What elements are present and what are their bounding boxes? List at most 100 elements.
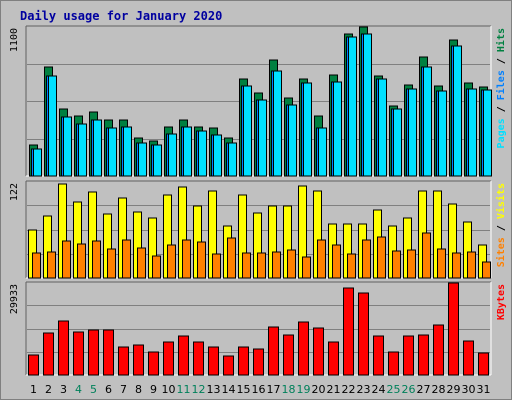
pages-bar (108, 127, 117, 177)
pages-bar (423, 66, 432, 177)
x-tick-label: 11 (177, 383, 191, 396)
pages-bar (393, 108, 402, 177)
sites-bar (422, 232, 431, 279)
kbytes-bar (343, 287, 354, 376)
kbytes-bar (463, 340, 474, 376)
pages-bar (258, 99, 267, 177)
x-tick-label: 19 (297, 383, 311, 396)
pages-bar (63, 116, 72, 177)
kbytes-bar (253, 348, 264, 376)
pages-bar (453, 45, 462, 177)
kbytes-bar (268, 326, 279, 376)
x-tick-label: 18 (282, 383, 296, 396)
sites-bar (347, 253, 356, 279)
kbytes-bar (223, 355, 234, 376)
sites-bar (212, 253, 221, 279)
sites-bar (317, 239, 326, 279)
kbytes-bar (283, 334, 294, 376)
kbytes-bar (208, 346, 219, 376)
pages-bar (123, 126, 132, 177)
kbytes-bar (133, 344, 144, 376)
legend-series-name: Hits (495, 28, 507, 52)
sites-bar (47, 251, 56, 279)
kbytes-bar (118, 346, 129, 376)
sites-bar (257, 252, 266, 279)
kbytes-bar (178, 335, 189, 376)
sites-bar (197, 241, 206, 279)
x-tick-label: 27 (417, 383, 431, 396)
x-tick-label: 13 (207, 383, 221, 396)
pages-bar (363, 33, 372, 177)
sites-bar (77, 243, 86, 279)
pages-bar (438, 90, 447, 177)
x-tick-label: 10 (162, 383, 176, 396)
sites-bar (437, 248, 446, 279)
pages-bar (78, 123, 87, 177)
x-tick-label: 4 (75, 383, 82, 396)
x-tick-label: 31 (477, 383, 491, 396)
legend-series-name: Visits (495, 183, 507, 219)
kbytes-bar (73, 331, 84, 376)
kbytes-bar (358, 292, 369, 376)
sites-bar (407, 249, 416, 279)
sites-bar (107, 248, 116, 279)
kbytes-bar (193, 341, 204, 376)
legend-separator: / (496, 52, 507, 70)
x-tick-label: 21 (327, 383, 341, 396)
y-max-tick-label: 1100 (9, 28, 20, 52)
kbytes-bar (418, 334, 429, 376)
x-tick-label: 25 (387, 383, 401, 396)
x-tick-label: 1 (30, 383, 37, 396)
kbytes-bar (88, 329, 99, 376)
sites-bar (377, 236, 386, 279)
legend-label: Pages / Files / Hits (495, 28, 507, 148)
kbytes-bar (148, 351, 159, 376)
kbytes-bar (163, 341, 174, 376)
pages-bar (153, 144, 162, 177)
pages-bar (348, 36, 357, 177)
sites-bar (137, 247, 146, 279)
pages-bar (93, 119, 102, 177)
x-tick-label: 22 (342, 383, 356, 396)
kbytes-bar (403, 335, 414, 376)
kbytes-bar (373, 335, 384, 376)
sites-bar (287, 249, 296, 279)
sites-bar (452, 252, 461, 279)
pages-bar (378, 78, 387, 177)
sites-bar (32, 252, 41, 279)
pages-bar (213, 134, 222, 177)
pages-bar (318, 127, 327, 177)
x-tick-label: 15 (237, 383, 251, 396)
x-tick-label: 6 (105, 383, 112, 396)
pages-bar (468, 88, 477, 177)
sites-bar (332, 244, 341, 279)
legend-separator: / (496, 100, 507, 118)
kbytes-bar (433, 324, 444, 376)
x-tick-label: 7 (120, 383, 127, 396)
sites-bar (92, 240, 101, 279)
sites-bar (272, 251, 281, 279)
x-tick-label: 23 (357, 383, 371, 396)
kbytes-bar (58, 320, 69, 376)
x-tick-label: 24 (372, 383, 386, 396)
x-tick-label: 16 (252, 383, 266, 396)
kbytes-bar (313, 327, 324, 376)
y-max-tick-label: 122 (9, 183, 20, 201)
sites-bar (122, 239, 131, 279)
sites-bar (242, 252, 251, 279)
pages-bar (483, 89, 492, 177)
sites-bar (302, 256, 311, 279)
pages-bar (333, 81, 342, 177)
sites-bar (182, 239, 191, 279)
pages-bar (408, 88, 417, 177)
y-max-tick-label: 29933 (9, 284, 20, 314)
sites-bar (227, 237, 236, 279)
sites-bar (392, 250, 401, 279)
x-tick-label: 9 (150, 383, 157, 396)
x-tick-label: 14 (222, 383, 236, 396)
pages-bar (33, 148, 42, 177)
x-tick-label: 8 (135, 383, 142, 396)
legend-separator: / (496, 219, 507, 237)
